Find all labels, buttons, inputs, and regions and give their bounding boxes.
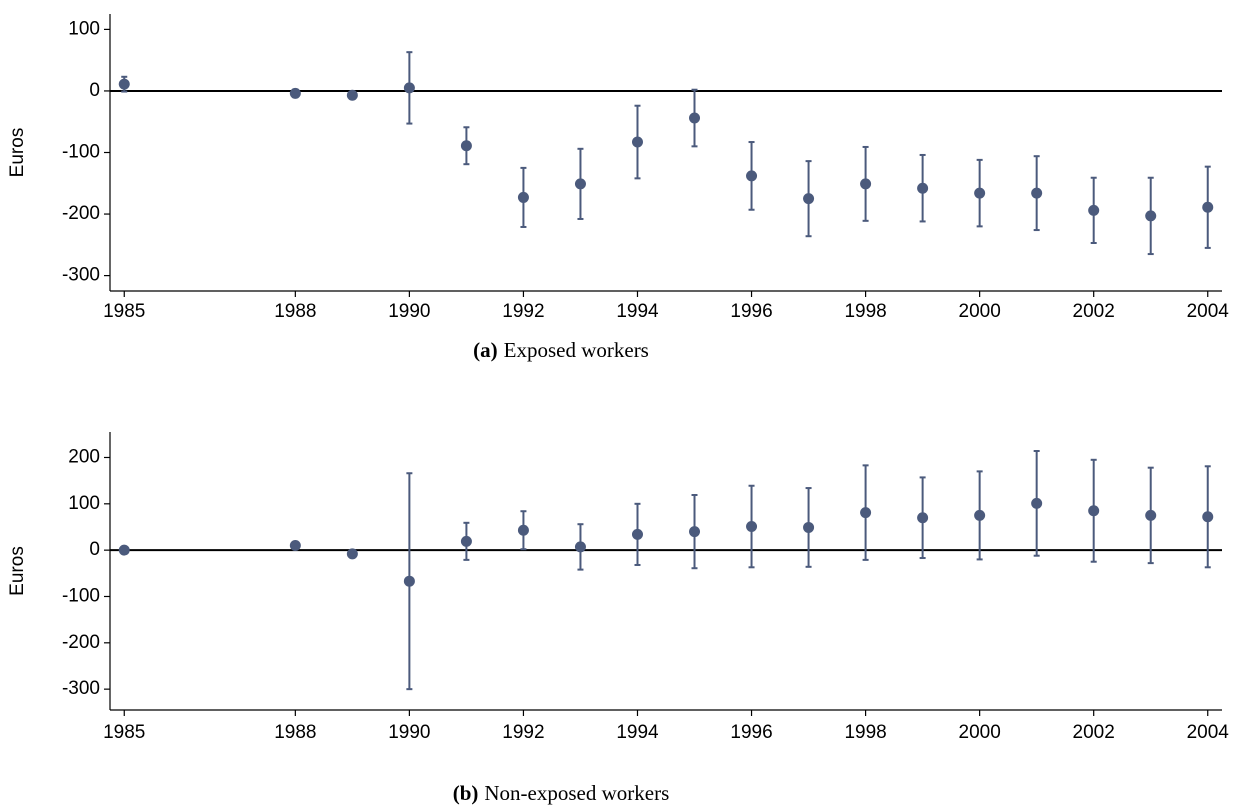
point bbox=[346, 89, 358, 101]
x-tick-label: 1988 bbox=[274, 301, 316, 322]
point bbox=[860, 178, 872, 190]
x-tick-label: 1990 bbox=[388, 301, 430, 322]
point bbox=[346, 548, 358, 560]
point bbox=[631, 528, 643, 540]
point bbox=[746, 170, 758, 182]
x-tick-label: 2004 bbox=[1187, 722, 1230, 743]
point bbox=[574, 541, 586, 553]
x-tick-label: 2002 bbox=[1073, 722, 1115, 743]
x-tick-label: 1996 bbox=[730, 722, 772, 743]
caption-text: Non-exposed workers bbox=[484, 781, 669, 805]
point bbox=[118, 78, 130, 90]
y-tick-label: 100 bbox=[68, 493, 100, 514]
point bbox=[517, 524, 529, 536]
x-tick-label: 1994 bbox=[616, 301, 659, 322]
point bbox=[917, 182, 929, 194]
point bbox=[460, 140, 472, 152]
point bbox=[746, 521, 758, 533]
y-tick-label: 100 bbox=[68, 18, 100, 39]
y-tick-label: 0 bbox=[89, 80, 100, 101]
caption-text: Exposed workers bbox=[504, 338, 649, 362]
x-tick-label: 1992 bbox=[502, 722, 544, 743]
point bbox=[974, 509, 986, 521]
point bbox=[289, 540, 301, 552]
x-tick-label: 1985 bbox=[103, 722, 145, 743]
point bbox=[631, 136, 643, 148]
point bbox=[1202, 201, 1214, 213]
x-tick-label: 2000 bbox=[959, 301, 1001, 322]
point bbox=[860, 507, 872, 519]
y-tick-label: 0 bbox=[89, 539, 100, 560]
caption-label: (b) bbox=[453, 781, 479, 805]
point bbox=[1202, 511, 1214, 523]
point bbox=[1145, 509, 1157, 521]
x-tick-label: 2000 bbox=[959, 722, 1001, 743]
point bbox=[689, 112, 701, 124]
x-tick-label: 1998 bbox=[844, 301, 886, 322]
y-tick-label: -300 bbox=[62, 265, 100, 286]
x-tick-label: 1990 bbox=[388, 722, 430, 743]
y-axis-label: Euros bbox=[7, 546, 28, 596]
caption: (b) Non-exposed workers bbox=[453, 781, 670, 805]
point bbox=[574, 178, 586, 190]
x-tick-label: 1992 bbox=[502, 301, 544, 322]
point bbox=[118, 544, 130, 556]
point bbox=[689, 526, 701, 538]
x-tick-label: 2002 bbox=[1073, 301, 1115, 322]
y-tick-label: -300 bbox=[62, 678, 100, 699]
y-tick-label: -100 bbox=[62, 142, 100, 163]
caption-label: (a) bbox=[473, 338, 498, 362]
point bbox=[1088, 204, 1100, 216]
y-tick-label: -200 bbox=[62, 203, 100, 224]
point bbox=[803, 521, 815, 533]
y-tick-label: -200 bbox=[62, 632, 100, 653]
point bbox=[917, 512, 929, 524]
point bbox=[403, 575, 415, 587]
x-tick-label: 1996 bbox=[730, 301, 772, 322]
point bbox=[403, 82, 415, 94]
point bbox=[1031, 497, 1043, 509]
point bbox=[1088, 505, 1100, 517]
x-tick-label: 1998 bbox=[844, 722, 886, 743]
point bbox=[460, 535, 472, 547]
point bbox=[974, 187, 986, 199]
y-tick-label: -100 bbox=[62, 585, 100, 606]
point bbox=[289, 87, 301, 99]
x-tick-label: 1985 bbox=[103, 301, 145, 322]
point bbox=[803, 193, 815, 205]
x-tick-label: 1994 bbox=[616, 722, 659, 743]
y-tick-label: 200 bbox=[68, 446, 100, 467]
point bbox=[1031, 187, 1043, 199]
point bbox=[517, 191, 529, 203]
point bbox=[1145, 210, 1157, 222]
x-tick-label: 1988 bbox=[274, 722, 316, 743]
x-tick-label: 2004 bbox=[1187, 301, 1230, 322]
caption: (a) Exposed workers bbox=[473, 338, 649, 362]
y-axis-label: Euros bbox=[7, 128, 28, 178]
